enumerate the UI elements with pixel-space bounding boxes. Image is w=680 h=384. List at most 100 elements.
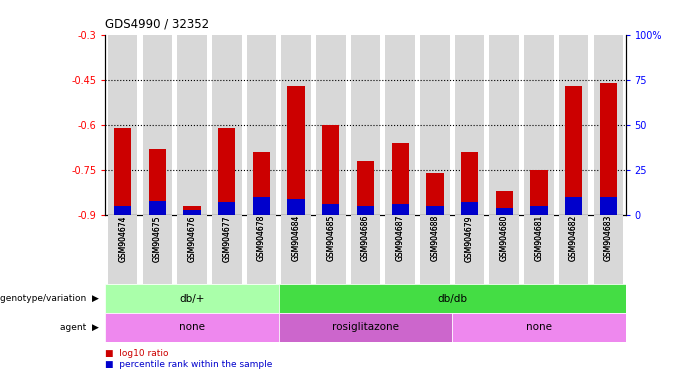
Bar xyxy=(218,202,235,215)
Bar xyxy=(594,215,623,284)
Text: none: none xyxy=(526,322,552,333)
Bar xyxy=(461,202,478,215)
Text: GSM904687: GSM904687 xyxy=(396,215,405,262)
Text: GSM904674: GSM904674 xyxy=(118,215,127,262)
Bar xyxy=(386,35,415,215)
Bar xyxy=(357,206,374,215)
Bar xyxy=(386,215,415,284)
Text: GSM904688: GSM904688 xyxy=(430,215,439,261)
Text: GSM904681: GSM904681 xyxy=(534,215,543,261)
Text: GSM904675: GSM904675 xyxy=(153,215,162,262)
Bar xyxy=(253,197,270,215)
Text: GSM904685: GSM904685 xyxy=(326,215,335,262)
Text: GSM904687: GSM904687 xyxy=(396,215,405,262)
Text: GSM904676: GSM904676 xyxy=(188,215,197,262)
Bar xyxy=(105,284,279,313)
Text: GSM904677: GSM904677 xyxy=(222,215,231,262)
Bar xyxy=(530,170,547,215)
Text: none: none xyxy=(179,322,205,333)
Bar xyxy=(316,35,345,215)
Bar xyxy=(455,35,484,215)
Bar xyxy=(426,173,443,215)
Bar xyxy=(461,152,478,215)
Bar xyxy=(316,215,345,284)
Bar xyxy=(114,128,131,215)
Bar xyxy=(524,215,554,284)
Bar xyxy=(559,35,588,215)
Bar xyxy=(452,313,626,342)
Bar xyxy=(530,206,547,215)
Text: GSM904678: GSM904678 xyxy=(257,215,266,262)
Bar xyxy=(105,313,279,342)
Text: GSM904684: GSM904684 xyxy=(292,215,301,262)
Bar xyxy=(143,215,172,284)
Bar xyxy=(490,35,519,215)
Bar xyxy=(108,35,137,215)
Bar xyxy=(392,204,409,215)
Text: GSM904688: GSM904688 xyxy=(430,215,439,261)
Bar xyxy=(279,284,626,313)
Text: GSM904679: GSM904679 xyxy=(465,215,474,262)
Text: GSM904682: GSM904682 xyxy=(569,215,578,261)
Text: db/+: db/+ xyxy=(180,293,205,304)
Bar xyxy=(108,215,137,284)
Bar xyxy=(565,86,582,215)
Text: GSM904685: GSM904685 xyxy=(326,215,335,262)
Bar xyxy=(565,197,582,215)
Bar xyxy=(247,215,276,284)
Text: GSM904680: GSM904680 xyxy=(500,215,509,262)
Bar xyxy=(392,143,409,215)
Bar xyxy=(143,35,172,215)
Bar xyxy=(253,152,270,215)
Bar xyxy=(288,199,305,215)
Text: GSM904686: GSM904686 xyxy=(361,215,370,262)
Text: ■  log10 ratio: ■ log10 ratio xyxy=(105,349,169,358)
Text: GDS4990 / 32352: GDS4990 / 32352 xyxy=(105,18,209,31)
Bar xyxy=(322,204,339,215)
Bar xyxy=(426,206,443,215)
Bar xyxy=(594,35,623,215)
Bar xyxy=(455,215,484,284)
Bar xyxy=(600,83,617,215)
Bar xyxy=(420,215,449,284)
Bar xyxy=(559,215,588,284)
Bar xyxy=(496,208,513,215)
Text: GSM904683: GSM904683 xyxy=(604,215,613,262)
Bar xyxy=(351,215,380,284)
Bar xyxy=(149,200,166,215)
Text: GSM904676: GSM904676 xyxy=(188,215,197,262)
Bar xyxy=(322,125,339,215)
Text: GSM904674: GSM904674 xyxy=(118,215,127,262)
Bar xyxy=(524,35,554,215)
Bar xyxy=(282,35,311,215)
Text: ■  percentile rank within the sample: ■ percentile rank within the sample xyxy=(105,360,273,369)
Bar xyxy=(218,128,235,215)
Bar xyxy=(490,215,519,284)
Text: GSM904678: GSM904678 xyxy=(257,215,266,262)
Bar xyxy=(177,35,207,215)
Text: GSM904681: GSM904681 xyxy=(534,215,543,261)
Bar xyxy=(600,197,617,215)
Text: rosiglitazone: rosiglitazone xyxy=(332,322,399,333)
Text: genotype/variation  ▶: genotype/variation ▶ xyxy=(0,294,99,303)
Text: GSM904680: GSM904680 xyxy=(500,215,509,262)
Bar xyxy=(357,161,374,215)
Bar xyxy=(288,86,305,215)
Bar xyxy=(279,313,452,342)
Bar xyxy=(177,215,207,284)
Bar xyxy=(184,206,201,215)
Text: GSM904677: GSM904677 xyxy=(222,215,231,262)
Bar xyxy=(212,35,241,215)
Text: GSM904683: GSM904683 xyxy=(604,215,613,262)
Bar xyxy=(420,35,449,215)
Text: db/db: db/db xyxy=(437,293,467,304)
Bar xyxy=(184,210,201,215)
Text: agent  ▶: agent ▶ xyxy=(60,323,99,332)
Text: GSM904684: GSM904684 xyxy=(292,215,301,262)
Bar xyxy=(282,215,311,284)
Text: GSM904682: GSM904682 xyxy=(569,215,578,261)
Bar xyxy=(114,206,131,215)
Bar xyxy=(351,35,380,215)
Bar xyxy=(149,149,166,215)
Bar xyxy=(212,215,241,284)
